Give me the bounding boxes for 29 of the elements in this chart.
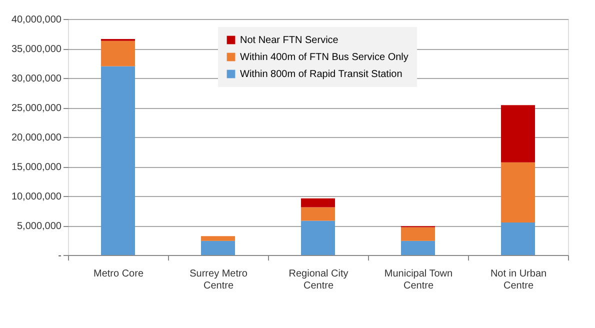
y-tick-label: 30,000,000: [11, 74, 62, 84]
bar: [201, 240, 235, 255]
bar: [401, 240, 435, 255]
legend-label: Within 800m of Rapid Transit Station: [240, 69, 402, 80]
y-tick-label: -: [58, 250, 62, 262]
bar: [401, 227, 435, 241]
y-tick-label: 15,000,000: [11, 162, 62, 173]
legend-label: Within 400m of FTN Bus Service Only: [240, 52, 408, 63]
bar: [101, 40, 135, 66]
x-tick-label: Municipal Town Centre: [384, 268, 453, 292]
y-tick-label: 10,000,000: [11, 192, 62, 202]
y-tick-label: 35,000,000: [11, 44, 62, 55]
y-tick-label: 5,000,000: [17, 221, 62, 232]
y-tick-label: 40,000,000: [11, 14, 62, 26]
x-tick-label: Metro Core: [93, 268, 144, 280]
bar: [201, 236, 235, 241]
bar: [301, 220, 335, 255]
bar: [101, 66, 135, 255]
y-tick-label: 20,000,000: [11, 132, 62, 144]
bar: [301, 198, 335, 208]
y-tick-label: 25,000,000: [11, 103, 62, 114]
bar: [501, 222, 535, 255]
bar: [501, 105, 535, 162]
x-tick-label: Not in Urban Centre: [490, 268, 547, 292]
bar: [501, 162, 535, 223]
legend-label: Not Near FTN Service: [240, 35, 339, 46]
x-tick-label: Regional City Centre: [288, 268, 348, 292]
bar: [301, 207, 335, 221]
x-tick-label: Surrey Metro Centre: [190, 268, 248, 292]
